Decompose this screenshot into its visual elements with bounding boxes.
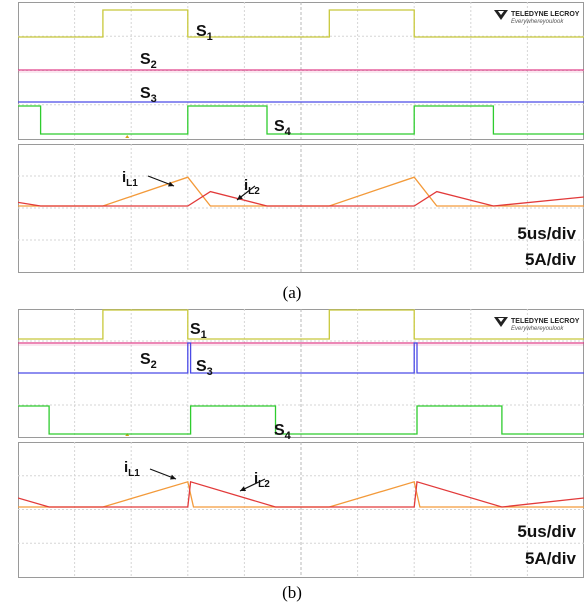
brand-name: TELEDYNE LECROY xyxy=(511,318,580,325)
scope-panel-b: S1 S2 S3 S4 iL1 iL2 5us/div 5A/div TELEDYNE LECR… xyxy=(18,307,584,579)
trace-s3 xyxy=(18,342,584,374)
label-il2: iL2 xyxy=(244,177,260,197)
trace-il2 xyxy=(18,190,584,207)
scope-panel-a: S1 S2 S3 S4 iL1 iL2 5us/div 5A/div TELEDYNE LECR… xyxy=(18,0,584,274)
label-il1: iL1 xyxy=(122,169,138,189)
time-scale-readout: 5us/div xyxy=(517,522,576,541)
trigger-marker xyxy=(125,135,130,138)
trace-il2 xyxy=(18,480,584,508)
brand-tagline: Everywhereyoulook xyxy=(511,19,564,25)
arrow-head-icon xyxy=(168,181,174,187)
brand-name: TELEDYNE LECROY xyxy=(511,11,580,18)
label-s2: S2 xyxy=(140,51,157,71)
label-s3: S3 xyxy=(196,358,213,378)
label-s1: S1 xyxy=(190,321,207,341)
trace-il1 xyxy=(18,480,584,508)
label-s4: S4 xyxy=(274,422,292,442)
label-s2: S2 xyxy=(140,351,157,371)
brand-tagline: Everywhereyoulook xyxy=(511,326,564,332)
trace-s1 xyxy=(18,9,584,38)
trace-s4 xyxy=(18,405,584,435)
label-il1: iL1 xyxy=(124,459,140,479)
label-il2: iL2 xyxy=(254,470,270,490)
caption-a: (a) xyxy=(282,283,302,302)
label-s3: S3 xyxy=(140,85,157,105)
arrow-head-icon xyxy=(237,194,243,200)
scope-screen-b: S1 S2 S3 S4 iL1 iL2 5us/div 5A/div TELEDYNE LECR… xyxy=(18,309,584,578)
scope-screen-a: S1 S2 S3 S4 iL1 iL2 5us/div 5A/div TELEDYNE LECR… xyxy=(18,2,584,273)
arrow-head-icon xyxy=(240,486,246,492)
logo-mark-inner-icon xyxy=(498,318,504,322)
logo-mark-inner-icon xyxy=(498,11,504,15)
label-s1: S1 xyxy=(196,23,213,43)
current-scale-readout: 5A/div xyxy=(525,549,577,568)
trace-s1 xyxy=(18,309,584,340)
label-s4: S4 xyxy=(274,118,292,138)
current-scale-readout: 5A/div xyxy=(525,250,577,269)
time-scale-readout: 5us/div xyxy=(517,224,576,243)
arrow-head-icon xyxy=(170,474,176,480)
caption-b: (b) xyxy=(282,583,302,602)
trace-s4 xyxy=(18,105,584,135)
